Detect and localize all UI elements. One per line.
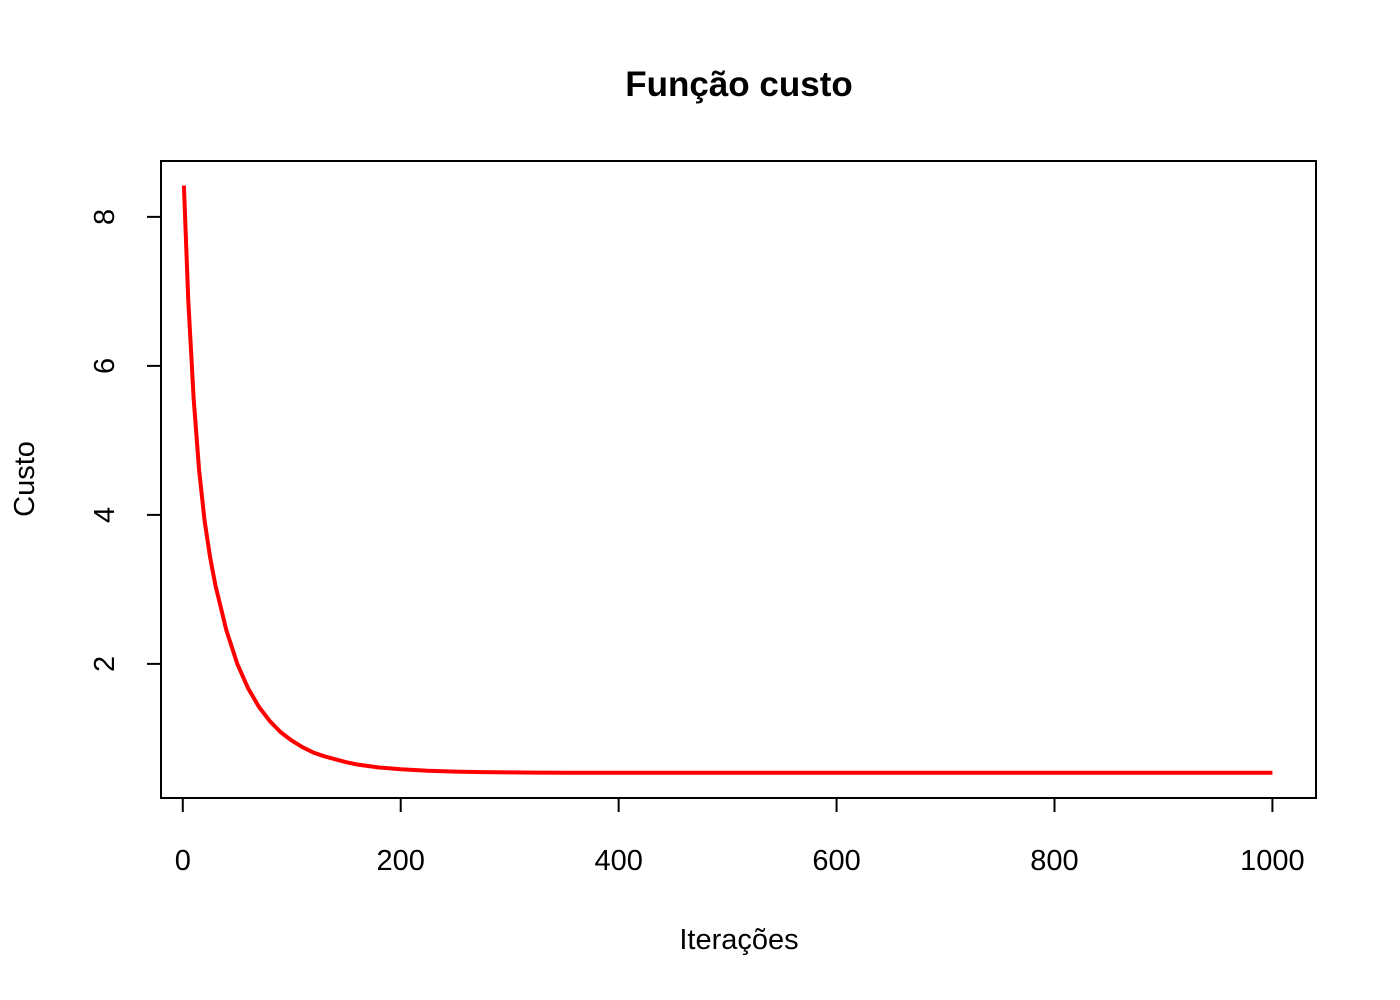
chart-title: Função custo (625, 65, 853, 104)
y-tick-label: 4 (89, 507, 121, 523)
x-tick-label: 800 (1030, 845, 1078, 877)
y-axis-label: Custo (9, 441, 41, 517)
x-tick-label: 600 (812, 845, 860, 877)
y-axis: 2 4 6 8 (89, 209, 162, 672)
y-tick-label: 6 (89, 358, 121, 374)
y-tick-label: 8 (89, 209, 121, 225)
plot-frame (160, 160, 1317, 799)
x-axis: 0 200 400 600 800 1000 (175, 797, 1305, 877)
x-tick-label: 200 (377, 845, 425, 877)
x-tick-label: 1000 (1240, 845, 1305, 877)
cost-series-line (181, 185, 1273, 775)
x-axis-label: Iterações (679, 924, 798, 956)
y-tick-label: 2 (89, 656, 121, 672)
x-tick-label: 0 (175, 845, 191, 877)
series-layer (181, 185, 1273, 775)
x-tick-label: 400 (594, 845, 642, 877)
